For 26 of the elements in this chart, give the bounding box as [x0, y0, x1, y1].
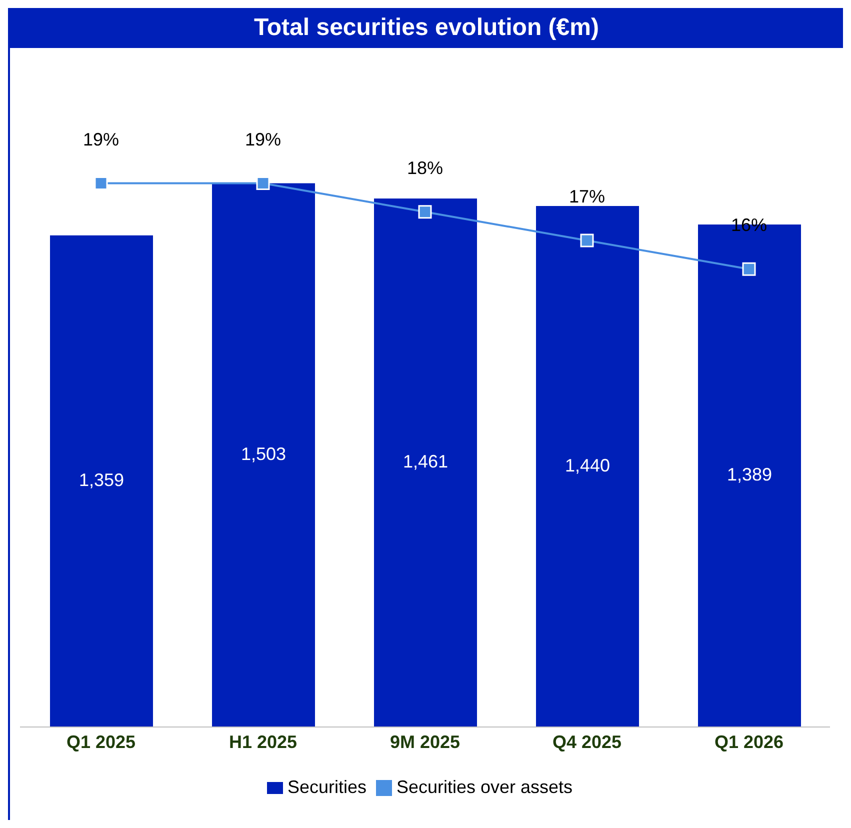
legend-label: Securities over assets	[396, 777, 573, 797]
legend-label: Securities	[287, 777, 366, 797]
point	[418, 205, 432, 219]
x-tick-label: Q1 2025	[66, 732, 136, 752]
data-label: 1,440	[564, 455, 610, 476]
data-label: 1,503	[240, 444, 286, 464]
data-label: 1,461	[402, 451, 448, 472]
point	[580, 234, 594, 248]
chart-title: Total securities evolution (€m)	[10, 8, 843, 48]
x-tick-label: Q1 2026	[714, 732, 784, 752]
data-label: 17%	[568, 186, 606, 206]
x-tick-label: Q4 2025	[552, 732, 622, 752]
bar	[536, 206, 639, 727]
point	[742, 262, 756, 276]
point	[94, 176, 108, 190]
x-tick-label: 9M 2025	[390, 732, 460, 752]
data-label: 18%	[406, 158, 444, 178]
data-label: 19%	[244, 129, 282, 150]
x-tick-label: H1 2025	[228, 732, 298, 752]
data-label: 19%	[82, 129, 120, 150]
data-label: 1,389	[726, 464, 772, 484]
point	[256, 176, 270, 190]
data-label: 1,359	[78, 470, 124, 490]
bar	[212, 183, 315, 727]
bar	[374, 198, 477, 727]
bar	[50, 235, 153, 727]
